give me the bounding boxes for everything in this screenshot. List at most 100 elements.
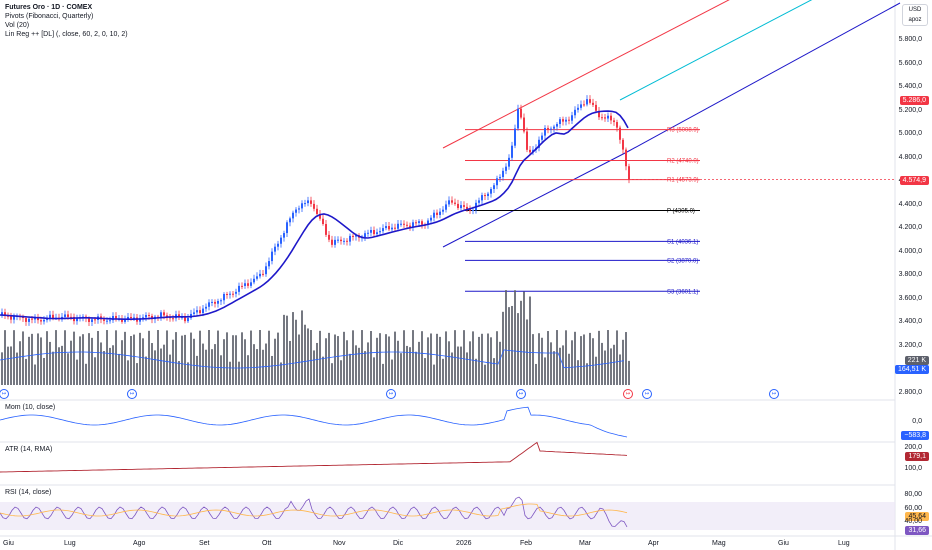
volume-bar (451, 352, 453, 385)
volume-bar (499, 341, 501, 385)
volume-bar (607, 330, 609, 385)
candle-body (379, 231, 381, 233)
candle-body (334, 239, 336, 245)
volume-bar (106, 330, 108, 385)
volume-bar (415, 351, 417, 385)
atr-axis-100: 100,0 (904, 465, 922, 472)
event-icon[interactable]: ↦ (623, 389, 633, 399)
volume-bar (196, 355, 198, 385)
candle-body (223, 293, 225, 301)
volume-bar (130, 336, 132, 385)
volume-bar (16, 352, 18, 385)
volume-bar (52, 351, 54, 385)
volume-bar (382, 363, 384, 385)
volume-bar (388, 336, 390, 385)
volume-bar (205, 349, 207, 385)
volume-bar (466, 352, 468, 385)
volume-bar (361, 330, 363, 385)
currency-selector[interactable]: USD apoz (902, 4, 928, 26)
event-icon[interactable]: ↦ (127, 389, 137, 399)
indicator-pivots[interactable]: Pivots (Fibonacci, Quarterly) (5, 13, 94, 20)
regression-mid-projection (619, 0, 813, 101)
last-price-tag: 4.574,9 (899, 176, 929, 185)
volume-bar (424, 358, 426, 385)
candle-body (628, 166, 630, 180)
event-icon[interactable]: ↦ (769, 389, 779, 399)
candle-body (451, 200, 453, 203)
candle-body (625, 149, 627, 167)
volume-bar (61, 345, 63, 385)
candle-body (523, 117, 525, 132)
volume-bar (580, 336, 582, 385)
volume-bar (442, 358, 444, 385)
candle-body (601, 117, 603, 119)
candle-body (400, 223, 402, 225)
pivot-label: R3 (5008.9) (667, 128, 699, 134)
volume-bar (421, 331, 423, 385)
indicator-linreg[interactable]: Lin Reg ++ [DL] (, close, 60, 2, 0, 10, … (5, 31, 128, 38)
event-icon[interactable]: ↦ (0, 389, 9, 399)
volume-bar (622, 339, 624, 385)
mom-tag: −583,8 (901, 431, 929, 440)
time-axis-label: Ago (133, 540, 146, 547)
volume-bar (334, 334, 336, 385)
pivot-label: R1 (4573.9) (667, 178, 699, 184)
candle-body (274, 246, 276, 252)
candle-body (220, 300, 222, 302)
volume-bar (121, 340, 123, 385)
volume-ma-line (0, 349, 625, 369)
volume-bar (88, 333, 90, 385)
candle-body (463, 205, 465, 207)
candle-body (529, 149, 531, 153)
volume-bar (193, 338, 195, 385)
volume-bar (283, 314, 285, 385)
candle-body (454, 202, 456, 204)
volume-bar (238, 361, 240, 385)
candle-body (550, 128, 552, 130)
volume-bar (427, 337, 429, 385)
volume-bar (445, 331, 447, 385)
candle-body (574, 109, 576, 116)
mom-pane-label[interactable]: Mom (10, close) (5, 404, 56, 411)
candle-body (478, 200, 480, 203)
candle-body (184, 317, 186, 322)
pivot-label: R2 (4740.0) (667, 159, 699, 165)
candle-body (502, 170, 504, 178)
volume-bar (94, 357, 96, 385)
candle-body (349, 235, 351, 242)
volume-bar (199, 330, 201, 385)
candle-body (394, 227, 396, 229)
volume-bar (166, 330, 168, 385)
candle-body (391, 227, 393, 230)
candle-body (388, 226, 390, 230)
candle-body (127, 316, 129, 320)
candle-body (337, 239, 339, 241)
volume-bar (64, 330, 66, 385)
volume-bar (616, 330, 618, 385)
volume-bar (115, 330, 117, 385)
indicator-volume[interactable]: Vol (20) (5, 22, 30, 29)
candle-body (592, 102, 594, 105)
candle-body (295, 209, 297, 213)
candle-body (73, 316, 75, 322)
candle-body (373, 229, 375, 235)
candle-body (112, 315, 114, 321)
rsi-pane-label[interactable]: RSI (14, close) (5, 489, 52, 496)
volume-bar (286, 315, 288, 385)
volume-bar (496, 331, 498, 385)
atr-pane-label[interactable]: ATR (14, RMA) (5, 446, 53, 453)
volume-bar (118, 353, 120, 385)
volume-bar (598, 330, 600, 385)
volume-bar (127, 360, 129, 385)
volume-bar (487, 333, 489, 385)
volume-bar (163, 344, 165, 385)
volume-bar (469, 341, 471, 385)
volume-bar (265, 343, 267, 385)
candle-body (586, 99, 588, 105)
event-icon[interactable]: ↦ (516, 389, 526, 399)
volume-bar (133, 334, 135, 385)
event-icon[interactable]: ↦ (642, 389, 652, 399)
volume-bar (346, 340, 348, 385)
event-icon[interactable]: ↦ (386, 389, 396, 399)
